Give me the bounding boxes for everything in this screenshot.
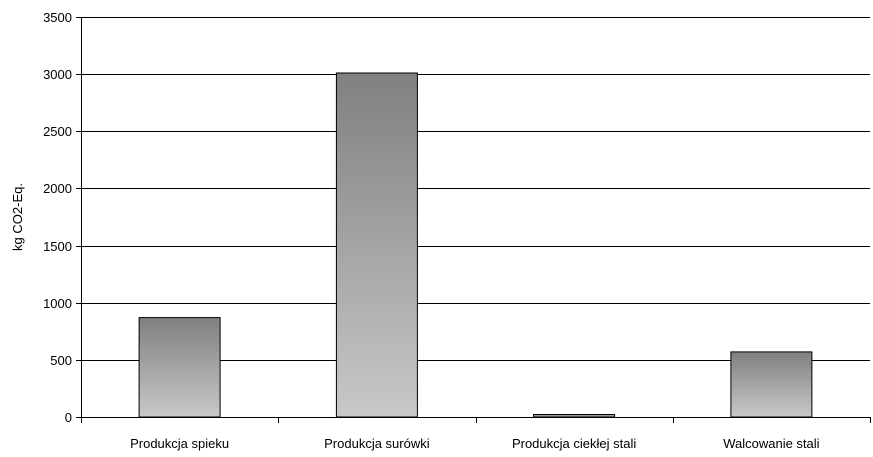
bar-3: [533, 414, 616, 418]
x-tick-label: Produkcja ciekłej stali: [512, 436, 636, 451]
y-axis-title: kg CO2-Eq.: [10, 183, 25, 251]
gridlines: [81, 17, 870, 361]
y-tick-label: 0: [65, 410, 72, 425]
y-tick-label: 1500: [43, 239, 72, 254]
y-tick-label: 500: [50, 353, 72, 368]
y-tick-label: 2500: [43, 124, 72, 139]
y-tick-label: 1000: [43, 296, 72, 311]
axes: [76, 17, 871, 423]
x-tick-label: Walcowanie stali: [723, 436, 819, 451]
bar-1: [138, 317, 221, 418]
y-tick-label: 3500: [43, 10, 72, 25]
x-tick-labels: Produkcja spieku Produkcja surówki Produkc…: [130, 436, 820, 451]
y-tick-label: 3000: [43, 67, 72, 82]
y-tick-label: 2000: [43, 181, 72, 196]
bars: [138, 72, 813, 418]
bar-2: [335, 72, 418, 418]
bar-4: [730, 351, 813, 418]
y-tick-labels: 0 500 1000 1500 2000 2500 3000 3500: [43, 10, 72, 425]
x-tick-label: Produkcja surówki: [324, 436, 430, 451]
x-tick-label: Produkcja spieku: [130, 436, 229, 451]
